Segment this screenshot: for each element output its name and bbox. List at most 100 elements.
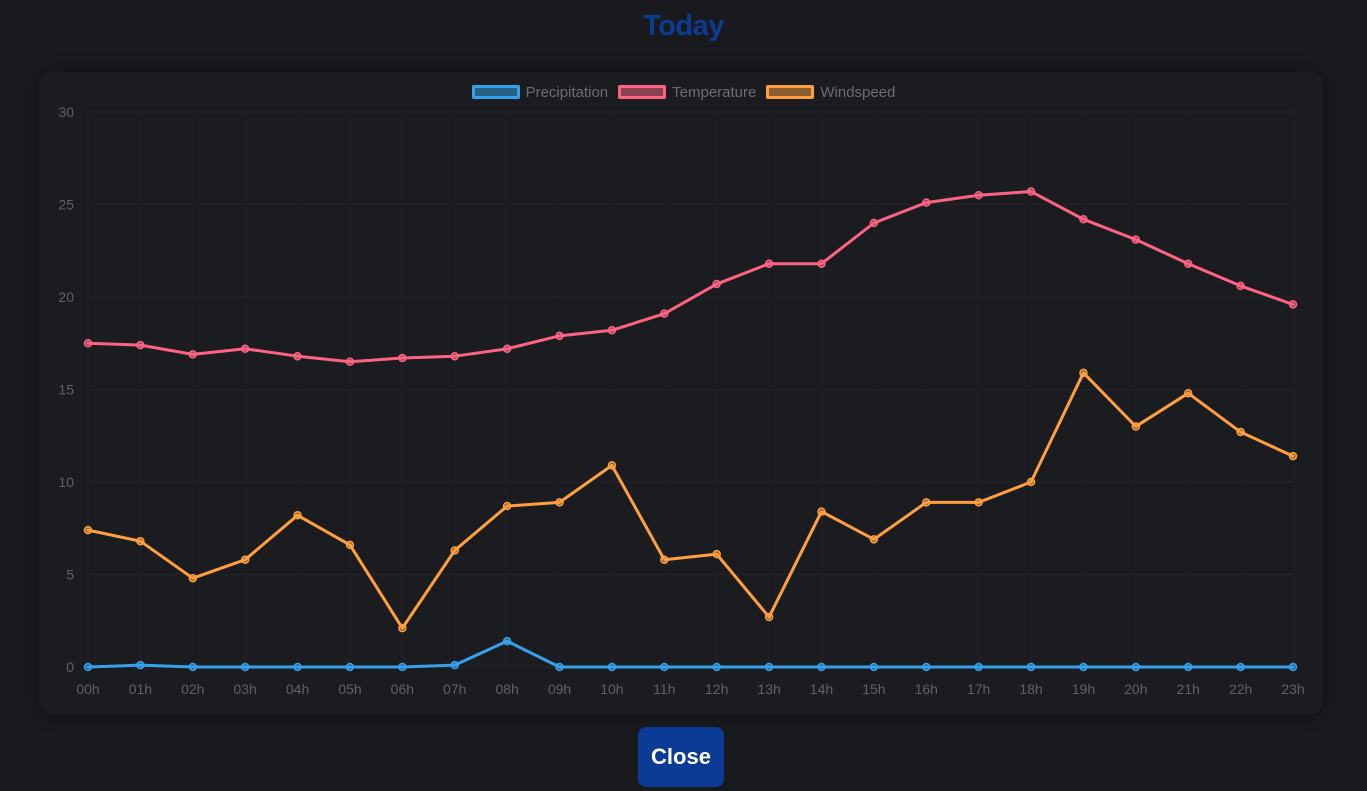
temperature-point bbox=[764, 259, 774, 268]
x-tick-label: 04h bbox=[286, 681, 309, 697]
y-tick-label: 5 bbox=[66, 567, 74, 583]
windspeed-point bbox=[502, 501, 512, 511]
windspeed-point bbox=[1131, 422, 1141, 431]
temperature-point bbox=[1288, 300, 1298, 309]
temperature-point bbox=[1026, 187, 1036, 196]
windspeed-point bbox=[293, 511, 302, 520]
windspeed-point bbox=[1079, 368, 1088, 378]
x-tick-label: 13h bbox=[757, 681, 780, 697]
windspeed-point bbox=[450, 546, 459, 555]
temperature-point bbox=[1131, 235, 1141, 244]
precipitation-point bbox=[136, 660, 145, 670]
temperature-point bbox=[398, 353, 407, 363]
x-tick-label: 06h bbox=[391, 681, 414, 697]
precipitation-point bbox=[188, 662, 198, 672]
legend-item-temperature[interactable]: Temperature bbox=[618, 82, 756, 102]
legend-swatch bbox=[766, 85, 815, 99]
precipitation-point bbox=[398, 662, 407, 672]
windspeed-point bbox=[398, 623, 407, 633]
close-button[interactable]: Close bbox=[638, 727, 724, 787]
precipitation-point bbox=[764, 662, 774, 672]
precipitation-point bbox=[1131, 662, 1141, 672]
legend-swatch bbox=[618, 85, 667, 99]
temperature-point bbox=[712, 279, 721, 289]
x-tick-label: 02h bbox=[181, 681, 204, 697]
temperature-point bbox=[83, 339, 93, 348]
precipitation-point bbox=[345, 662, 355, 672]
dialog-title: Today bbox=[643, 10, 724, 42]
temperature-point bbox=[240, 344, 250, 354]
x-tick-label: 10h bbox=[600, 681, 623, 697]
windspeed-point bbox=[974, 498, 983, 507]
y-tick-label: 10 bbox=[58, 474, 74, 490]
legend-label: Precipitation bbox=[525, 83, 609, 101]
temperature-point bbox=[817, 259, 826, 268]
x-tick-label: 15h bbox=[862, 681, 885, 697]
grid-lines bbox=[87, 111, 1294, 668]
x-tick-label: 18h bbox=[1019, 681, 1042, 697]
precipitation-point bbox=[293, 662, 302, 672]
windspeed-point bbox=[555, 498, 564, 507]
precipitation-point bbox=[1236, 662, 1245, 672]
x-tick-label: 11h bbox=[653, 681, 675, 697]
series-temperature bbox=[83, 187, 1298, 366]
x-tick-label: 21h bbox=[1177, 681, 1200, 697]
windspeed-point bbox=[1288, 451, 1298, 461]
x-tick-label: 03h bbox=[233, 681, 256, 697]
temperature-point bbox=[136, 340, 145, 350]
temperature-point bbox=[345, 357, 355, 366]
chart-card bbox=[39, 72, 1323, 714]
precipitation-point bbox=[974, 662, 983, 672]
temperature-point bbox=[502, 344, 512, 354]
precipitation-point bbox=[922, 662, 931, 672]
temperature-point bbox=[922, 198, 931, 207]
temperature-point bbox=[555, 331, 564, 341]
legend-item-precipitation[interactable]: Precipitation bbox=[471, 82, 609, 102]
y-tick-label: 0 bbox=[66, 659, 74, 675]
windspeed-point bbox=[188, 573, 198, 583]
precipitation-point bbox=[555, 662, 564, 672]
precipitation-point bbox=[240, 662, 250, 672]
temperature-point bbox=[1079, 215, 1088, 224]
x-tick-label: 20h bbox=[1124, 681, 1147, 697]
windspeed-point bbox=[1183, 388, 1193, 398]
x-tick-label: 01h bbox=[129, 681, 152, 697]
windspeed-line bbox=[86, 371, 1295, 630]
precipitation-point bbox=[660, 662, 669, 672]
windspeed-point bbox=[136, 536, 145, 546]
windspeed-point bbox=[869, 535, 879, 544]
windspeed-point bbox=[660, 555, 669, 564]
precipitation-line bbox=[86, 639, 1295, 669]
y-tick-label: 30 bbox=[58, 104, 74, 120]
windspeed-point bbox=[1236, 427, 1245, 437]
precipitation-point bbox=[712, 662, 721, 672]
precipitation-point bbox=[1079, 662, 1088, 672]
x-tick-label: 16h bbox=[915, 681, 938, 697]
windspeed-point bbox=[345, 540, 355, 550]
temperature-point bbox=[1183, 259, 1193, 268]
temperature-point bbox=[293, 351, 302, 361]
precipitation-point bbox=[1026, 662, 1036, 672]
y-tick-label: 15 bbox=[58, 382, 74, 398]
windspeed-point bbox=[83, 525, 93, 535]
temperature-point bbox=[869, 218, 879, 228]
temperature-point bbox=[660, 309, 669, 318]
windspeed-point bbox=[1026, 477, 1036, 487]
x-tick-label: 23h bbox=[1281, 681, 1304, 697]
chart-legend: Precipitation Temperature Windspeed bbox=[0, 82, 1367, 102]
x-tick-label: 22h bbox=[1229, 681, 1252, 697]
temperature-point bbox=[1236, 281, 1245, 291]
legend-item-windspeed[interactable]: Windspeed bbox=[766, 82, 895, 102]
temperature-line bbox=[86, 190, 1295, 364]
windspeed-point bbox=[240, 555, 250, 564]
windspeed-point bbox=[764, 612, 774, 622]
temperature-point bbox=[607, 326, 617, 335]
precipitation-point bbox=[607, 662, 617, 672]
precipitation-point bbox=[869, 662, 879, 672]
temperature-point bbox=[188, 350, 198, 359]
x-tick-label: 00h bbox=[76, 681, 99, 697]
precipitation-point bbox=[450, 660, 459, 670]
temperature-point bbox=[974, 191, 983, 200]
windspeed-point bbox=[607, 461, 617, 470]
